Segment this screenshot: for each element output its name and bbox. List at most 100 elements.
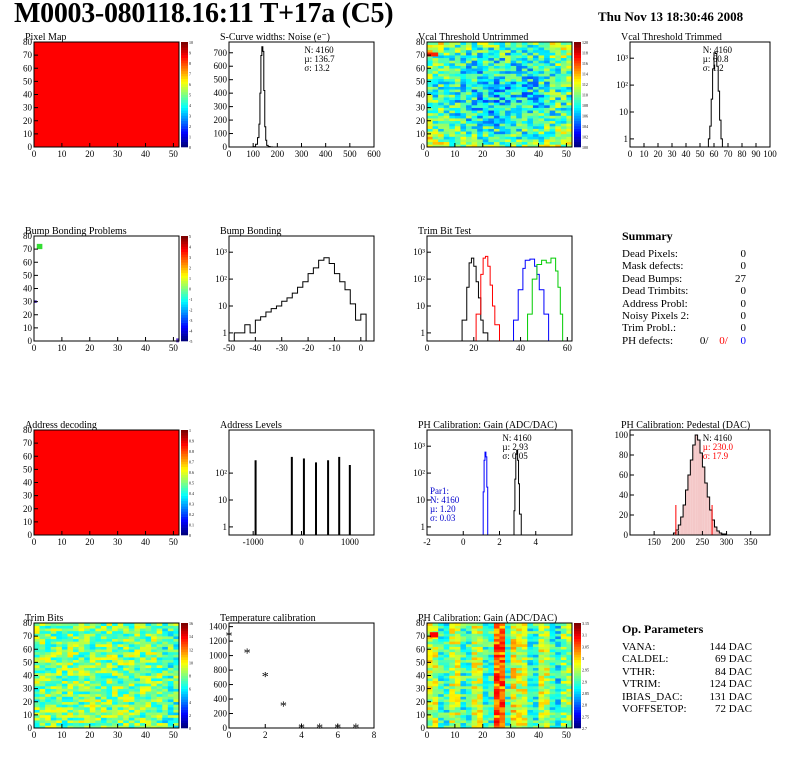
heatmap-cell <box>521 641 528 645</box>
heatmap-cell <box>549 641 556 645</box>
colorbar-band <box>574 112 581 116</box>
heatmap-cell <box>34 625 40 629</box>
heatmap-cell <box>167 712 174 716</box>
heatmap-cell <box>566 628 573 632</box>
heatmap-cell <box>460 60 467 64</box>
heatmap-cell <box>538 110 545 114</box>
heatmap-cell <box>460 105 467 108</box>
colorbar-band <box>181 105 188 108</box>
heatmap-cell <box>67 675 74 679</box>
heatmap-cell <box>555 712 562 716</box>
heatmap-cell <box>432 644 439 647</box>
heatmap-cell <box>78 722 85 726</box>
heatmap-cell <box>538 120 545 124</box>
x-tick-label: 30 <box>113 730 123 740</box>
heatmap-cell <box>73 672 79 676</box>
heatmap-cell <box>521 688 528 692</box>
heatmap-cell <box>67 672 74 676</box>
heatmap-cell <box>505 657 511 661</box>
heatmap-cell <box>50 641 57 645</box>
heatmap-cell <box>117 657 124 661</box>
colorbar-band <box>181 443 188 447</box>
heatmap-cell <box>505 133 511 137</box>
heatmap-cell <box>460 141 467 145</box>
heatmap-cell <box>117 720 124 724</box>
heatmap-cell <box>123 649 130 653</box>
heatmap-cell <box>555 654 562 658</box>
heatmap-cell <box>39 657 46 661</box>
heatmap-cell <box>538 86 545 90</box>
heatmap-cell <box>466 78 472 82</box>
heatmap-cell <box>123 654 130 658</box>
heatmap-cell <box>100 680 107 684</box>
heatmap-cell <box>34 714 40 718</box>
heatmap-cell <box>460 107 467 111</box>
heatmap-cell <box>499 65 506 69</box>
heatmap-cell <box>471 675 478 679</box>
heatmap-cell <box>499 644 506 647</box>
heatmap-cell <box>482 112 489 116</box>
heatmap-cell <box>560 128 567 132</box>
heatmap-cell <box>482 712 489 716</box>
heatmap-cell <box>566 123 573 127</box>
heatmap-cell <box>549 68 556 72</box>
heatmap-cell <box>100 651 107 655</box>
heatmap-cell <box>123 641 130 645</box>
heatmap-cell <box>466 120 472 124</box>
heatmap-cell <box>432 725 439 729</box>
heatmap-cell <box>156 704 163 708</box>
heatmap-cell <box>454 659 461 663</box>
heatmap-cell <box>499 136 506 140</box>
heatmap-cell <box>89 630 96 634</box>
heatmap-cell <box>471 714 478 718</box>
heatmap-cell <box>427 717 433 721</box>
heatmap-cell <box>466 123 472 127</box>
colorbar-band <box>574 722 581 726</box>
heatmap-cell <box>438 86 445 90</box>
heatmap-cell <box>112 722 118 726</box>
x-tick-label: 0 <box>32 149 37 159</box>
heatmap-cell <box>516 688 523 692</box>
heatmap-cell <box>162 651 169 655</box>
heatmap-cell <box>560 49 567 53</box>
heatmap-cell <box>89 670 96 674</box>
summary-label: Mask defects: <box>622 260 684 273</box>
heatmap-cell <box>100 722 107 726</box>
heatmap-cell <box>427 651 433 655</box>
heatmap-cell <box>566 675 573 679</box>
heatmap-cell <box>555 84 562 87</box>
heatmap-cell <box>527 633 534 637</box>
heatmap-cell <box>443 102 450 106</box>
series-line <box>482 451 489 536</box>
heatmap-cell <box>510 55 517 59</box>
heatmap-cell <box>527 81 534 85</box>
heatmap-cell <box>167 665 174 668</box>
heatmap-cell <box>56 665 63 668</box>
heatmap-cell <box>134 628 141 632</box>
heatmap-cell <box>151 657 157 661</box>
x-tick-label: 40 <box>516 343 526 353</box>
heatmap-cell <box>544 49 550 53</box>
x-axis: 0 10 20 30 40 50 <box>32 531 178 547</box>
colorbar-label: 4 <box>189 103 191 108</box>
heatmap-cell <box>145 725 152 729</box>
heatmap-cell <box>544 630 550 634</box>
heatmap-cell <box>73 699 79 703</box>
heatmap-cell <box>466 141 472 145</box>
heatmap-cell <box>443 709 450 713</box>
heatmap-cell <box>67 717 74 721</box>
heatmap-cell <box>167 683 174 687</box>
heatmap-cell <box>482 665 489 668</box>
heatmap-cell <box>493 57 500 61</box>
heatmap-cell <box>156 672 163 676</box>
heatmap-cell <box>50 649 57 653</box>
heatmap-cell <box>521 78 528 82</box>
heatmap-cell <box>112 699 118 703</box>
heatmap-cell <box>527 57 534 61</box>
heatmap-cell <box>499 42 506 45</box>
stats-text: N: 4160 <box>430 495 460 505</box>
heatmap-cell <box>449 641 456 645</box>
x-tick-label: 50 <box>169 149 179 159</box>
heatmap-cell <box>39 707 46 710</box>
heatmap-cell <box>443 144 450 148</box>
